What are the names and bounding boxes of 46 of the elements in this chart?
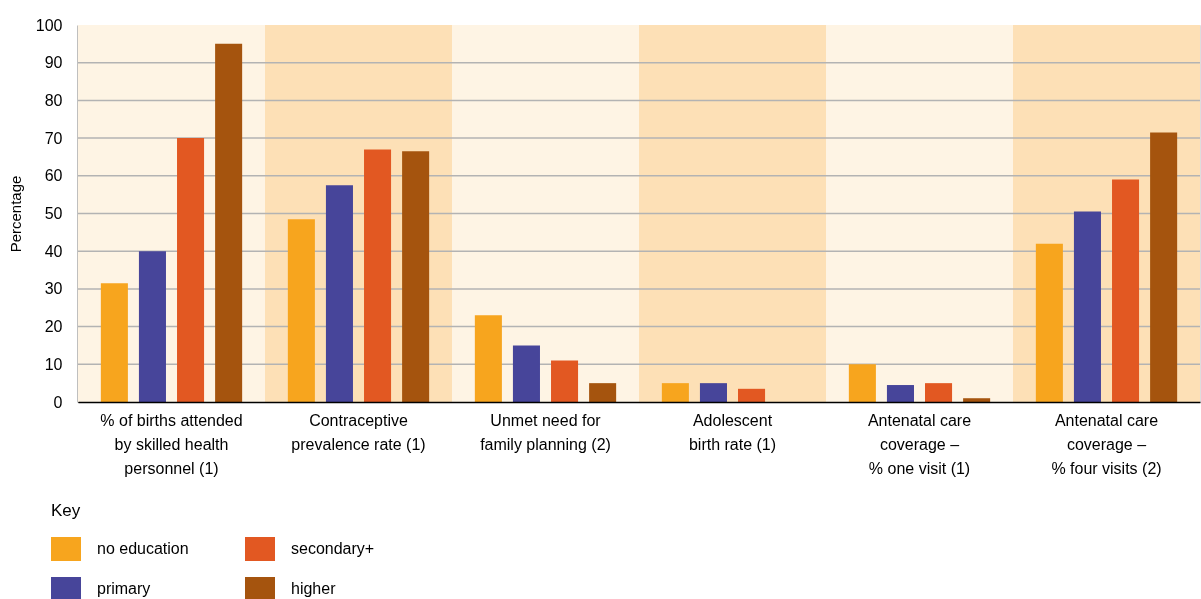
y-tick-label: 60 xyxy=(44,167,63,185)
y-tick-label: 50 xyxy=(44,205,63,222)
legend-label: no education xyxy=(97,540,189,557)
legend-title: Key xyxy=(51,501,81,520)
y-tick-label: 40 xyxy=(44,242,63,260)
bar xyxy=(474,315,502,402)
x-tick-label: Antenatal care coverage – % four visits (2) xyxy=(1051,411,1162,477)
bar xyxy=(512,345,540,402)
x-tick-label: Antenatal care coverage – % one visit (1) xyxy=(867,411,972,477)
y-tick-label: 70 xyxy=(44,129,63,147)
bar xyxy=(925,383,953,402)
y-tick-label: 90 xyxy=(44,54,63,72)
bar xyxy=(1035,243,1063,402)
y-axis-title: Percentage xyxy=(6,175,24,253)
legend-label: secondary+ xyxy=(291,540,375,557)
x-tick-label: Contraceptive prevalence rate (1) xyxy=(291,411,426,453)
bar xyxy=(215,43,243,402)
y-tick-label: 20 xyxy=(44,318,63,336)
bar xyxy=(661,383,689,402)
x-tick-label: Unmet need for family planning (2) xyxy=(480,411,611,453)
bar xyxy=(589,383,617,402)
bar xyxy=(963,398,991,402)
y-tick-label: 10 xyxy=(44,355,63,373)
bar xyxy=(100,283,128,402)
bar xyxy=(551,360,579,402)
bar xyxy=(1150,132,1178,402)
bar xyxy=(364,149,392,402)
bar xyxy=(177,138,205,402)
bar xyxy=(1112,179,1140,402)
y-tick-label: 100 xyxy=(35,16,63,34)
bar xyxy=(886,385,914,402)
y-tick-label: 30 xyxy=(44,280,63,298)
bar xyxy=(738,388,766,402)
y-tick-label: 0 xyxy=(53,393,63,411)
legend-label: higher xyxy=(291,580,337,597)
bar xyxy=(402,151,430,402)
bar xyxy=(325,185,353,402)
y-tick-label: 80 xyxy=(44,91,63,109)
bar xyxy=(699,383,727,402)
bar xyxy=(138,251,166,402)
bar xyxy=(848,364,876,402)
legend-label: primary xyxy=(97,580,151,597)
x-tick-label: % of births attended by skilled health personnel (1) xyxy=(100,411,243,477)
bar xyxy=(287,219,315,402)
bar xyxy=(1073,211,1101,402)
x-tick-label: Adolescent birth rate (1) xyxy=(688,411,777,453)
